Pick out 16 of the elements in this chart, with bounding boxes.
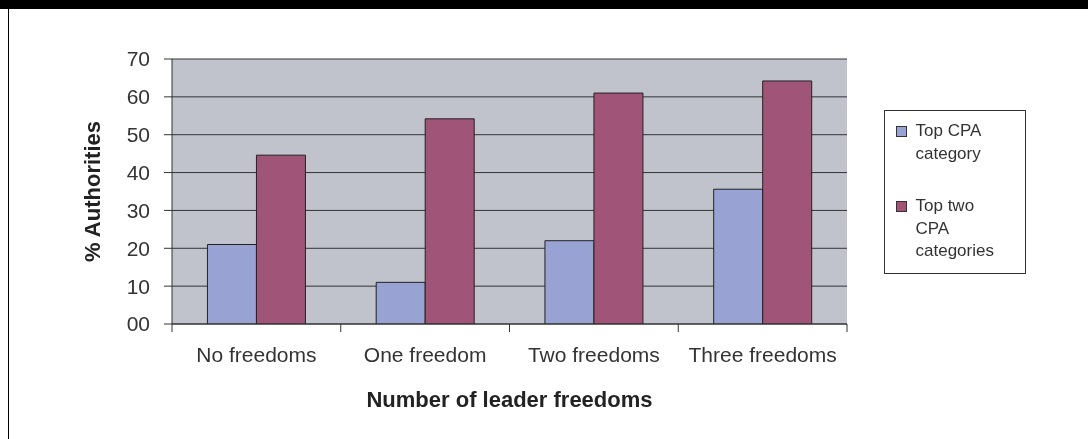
x-tick-label: Two freedoms (527, 343, 660, 366)
y-tick-label: 10 (126, 274, 150, 298)
y-tick-label: 30 (126, 198, 150, 222)
y-tick-label: 60 (126, 85, 150, 109)
x-tick-label: No freedoms (196, 343, 317, 366)
x-tick-label: One freedom (363, 343, 487, 366)
y-tick-label: 00 (126, 312, 150, 336)
legend-label: Top CPA category (915, 120, 982, 165)
y-axis-title: % Authorities (79, 121, 105, 262)
y-tick-label: 20 (126, 236, 150, 260)
legend-label: Top two CPA categories (915, 195, 995, 262)
y-tick-label: 50 (126, 123, 150, 147)
y-tick-label: 40 (126, 161, 150, 185)
y-tick-label: 70 (126, 47, 150, 71)
x-tick-label: Three freedoms (688, 343, 837, 366)
x-axis-title: Number of leader freedoms (366, 387, 653, 412)
